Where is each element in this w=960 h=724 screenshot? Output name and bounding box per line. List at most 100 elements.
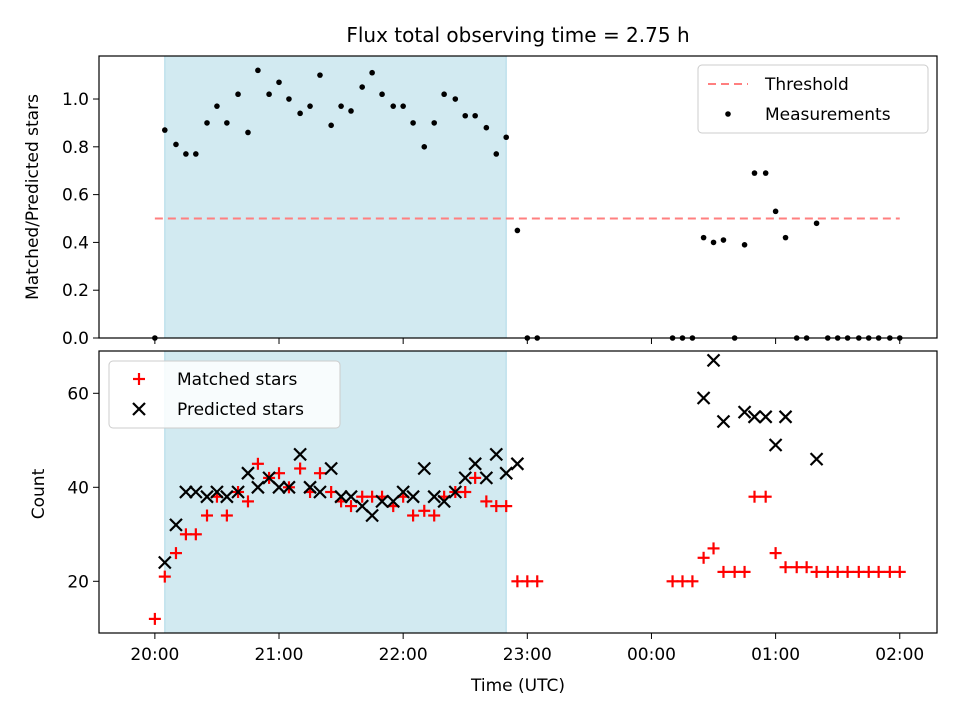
measurement-point <box>214 103 220 109</box>
legend-threshold-label: Threshold <box>764 75 849 95</box>
predicted-star-point <box>758 410 773 424</box>
measurement-point <box>452 96 459 102</box>
predicted-star-point <box>313 485 327 499</box>
predicted-star-point <box>747 410 762 424</box>
predicted-star-point <box>768 438 783 452</box>
measurement-point <box>813 220 820 227</box>
measurement-point <box>173 141 179 148</box>
measurement-point <box>338 103 344 109</box>
predicted-star-point <box>241 466 255 480</box>
x-tick-label: 02:00 <box>875 645 924 665</box>
chart-title: Flux total observing time = 2.75 h <box>346 23 689 47</box>
predicted-star-point <box>220 489 234 504</box>
matched-star-point <box>459 486 472 498</box>
predicted-star-point <box>510 457 525 471</box>
top-legend: Threshold Measurements <box>697 64 929 134</box>
bottom-legend-box <box>108 360 341 429</box>
matched-star-point <box>697 551 710 564</box>
measurement-point <box>710 239 717 246</box>
top-y-axis: 0.0 0.2 0.4 0.6 0.8 1.0 <box>62 90 99 349</box>
x-tick-label: 20:00 <box>130 645 179 665</box>
predicted-star-point <box>458 471 473 485</box>
measurement-point <box>390 103 397 109</box>
legend-matched-marker <box>133 373 145 385</box>
top-panel: 0.0 0.2 0.4 0.6 0.8 1.0 Matched/Predicted sta… <box>23 55 938 349</box>
matched-star-point <box>759 490 772 503</box>
measurement-point <box>762 170 769 176</box>
measurement-point <box>204 120 210 126</box>
measurement-point <box>379 91 385 98</box>
legend-predicted-label: Predicted stars <box>177 400 304 420</box>
predicted-star-point <box>479 471 494 485</box>
bottom-y-tick-label: 60 <box>67 384 89 404</box>
bottom-axes-frame <box>98 350 938 634</box>
predicted-star-point <box>716 414 731 429</box>
matched-star-point <box>500 500 513 513</box>
bottom-plot-area <box>98 350 938 634</box>
predicted-star-point <box>344 489 358 504</box>
top-y-tick-label: 0.6 <box>62 186 89 206</box>
measurement-point <box>328 122 334 129</box>
predicted-star-point <box>200 489 214 504</box>
x-tick-label: 21:00 <box>255 645 304 665</box>
matched-star-point <box>148 612 161 625</box>
matched-star-point <box>418 504 431 517</box>
measurement-point <box>782 234 789 241</box>
matched-star-point <box>707 542 720 555</box>
measurement-point <box>400 103 406 109</box>
matched-star-point <box>810 565 823 578</box>
measurement-point <box>483 124 490 131</box>
x-tick-label: 23:00 <box>503 645 552 665</box>
bottom-y-axis-label: Count <box>29 468 49 519</box>
measurement-point <box>224 120 230 126</box>
measurement-point <box>472 112 478 119</box>
matched-star-point <box>428 509 441 522</box>
measurement-point <box>297 110 303 117</box>
legend-predicted-marker <box>132 402 146 416</box>
predicted-star-point <box>427 489 441 504</box>
top-axes-frame <box>98 55 938 339</box>
measurement-point <box>317 72 323 78</box>
matched-star-point <box>769 547 782 560</box>
top-x-ticks <box>154 338 901 344</box>
predicted-star-point <box>468 457 482 471</box>
measurement-point <box>348 108 354 114</box>
top-legend-box <box>697 64 929 134</box>
predicted-star-point <box>231 485 245 499</box>
measurement-point <box>183 151 189 157</box>
predicted-star-point <box>396 485 410 499</box>
x-tick-label: 01:00 <box>751 645 800 665</box>
predicted-star-point <box>179 485 193 499</box>
matched-star-point <box>294 462 307 475</box>
predicted-star-point <box>737 405 752 419</box>
measurement-point <box>441 91 447 98</box>
predicted-star-point <box>809 452 824 466</box>
measurement-point <box>700 234 707 241</box>
predicted-star-point <box>282 480 296 495</box>
bottom-legend: Matched stars Predicted stars <box>108 360 341 429</box>
x-axis-label: Time (UTC) <box>470 676 565 696</box>
predicted-star-point <box>489 447 504 462</box>
measurement-point <box>266 91 272 98</box>
bottom-y-tick-label: 20 <box>67 572 89 592</box>
matched-star-point <box>407 509 420 522</box>
top-y-tick-label: 1.0 <box>62 90 89 110</box>
top-y-tick-label: 0.0 <box>62 329 89 349</box>
measurement-point <box>751 170 758 176</box>
matched-star-point <box>872 565 885 578</box>
predicted-star-point <box>272 480 286 495</box>
top-plot-area <box>98 55 938 341</box>
predicted-star-point <box>293 447 307 462</box>
bottom-panel: 20 40 60 20:00 21:00 22:00 23:00 00:00 01:00 02:… <box>29 350 938 696</box>
measurement-point <box>286 96 292 102</box>
bottom-x-axis: 20:00 21:00 22:00 23:00 00:00 01:00 02:00 <box>130 633 924 665</box>
legend-matched-label: Matched stars <box>177 370 297 390</box>
measurement-point <box>161 127 168 133</box>
measurement-point <box>720 237 727 243</box>
matched-star-point <box>738 565 751 578</box>
matched-star-point <box>893 565 906 578</box>
measurement-point <box>235 91 241 98</box>
predicted-star-point <box>251 480 265 495</box>
measurement-point <box>369 69 375 76</box>
